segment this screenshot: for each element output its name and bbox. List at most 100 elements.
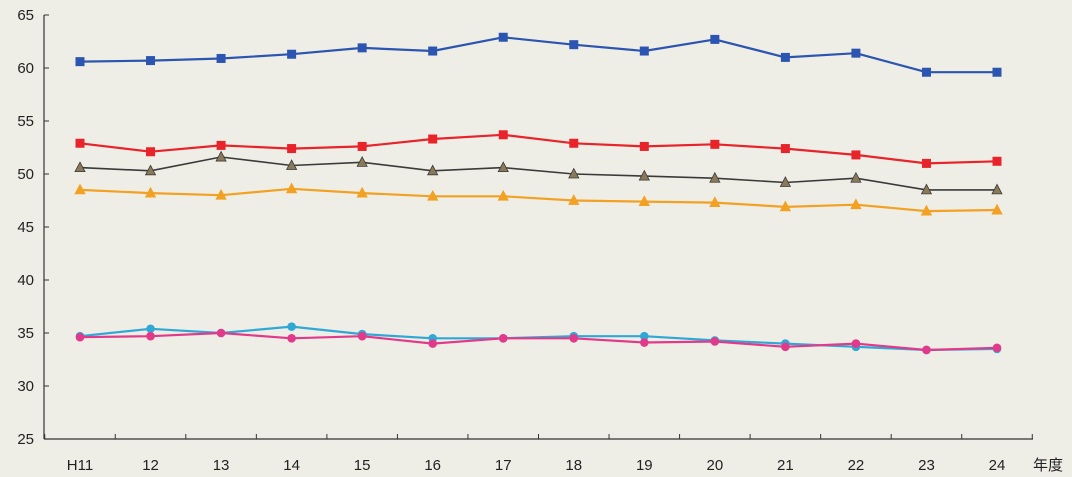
data-point-triangle xyxy=(991,203,1003,215)
data-point-circle xyxy=(569,334,579,343)
y-tick-label: 65 xyxy=(17,7,34,24)
data-point-square xyxy=(851,150,861,160)
data-point-triangle xyxy=(356,155,368,167)
data-point-square xyxy=(146,56,156,66)
data-point-square xyxy=(216,53,226,63)
data-point-square xyxy=(287,144,297,154)
data-point-triangle xyxy=(568,194,580,205)
x-tick-label: 23 xyxy=(918,457,935,474)
series-line-1 xyxy=(79,36,997,74)
data-point-square xyxy=(639,141,649,151)
data-point-circle xyxy=(146,331,155,341)
data-point-triangle xyxy=(709,196,721,208)
data-point-triangle xyxy=(215,150,227,162)
data-point-square xyxy=(851,48,861,58)
data-point-triangle xyxy=(144,164,157,176)
data-point-triangle xyxy=(850,198,862,210)
x-tick-label: 18 xyxy=(565,457,582,474)
x-tick-label: 14 xyxy=(283,457,300,474)
x-tick-label: 21 xyxy=(777,457,794,474)
data-point-circle xyxy=(287,334,296,343)
data-point-circle xyxy=(851,339,861,348)
y-tick-label: 60 xyxy=(17,60,34,77)
data-point-circle xyxy=(710,337,720,346)
data-point-circle xyxy=(357,331,367,341)
data-point-square xyxy=(75,138,85,148)
data-point-circle xyxy=(428,339,437,348)
data-point-square xyxy=(287,49,297,59)
data-point-triangle xyxy=(850,171,862,183)
data-point-triangle xyxy=(779,176,792,187)
data-point-square xyxy=(428,134,438,144)
x-tick-label: H11 xyxy=(67,457,93,474)
data-point-square xyxy=(639,46,649,56)
data-point-circle xyxy=(922,345,931,355)
y-tick-label: 55 xyxy=(17,113,34,130)
data-point-circle xyxy=(498,334,508,343)
data-point-square xyxy=(428,46,438,56)
data-point-square xyxy=(498,130,508,140)
data-point-square xyxy=(992,67,1002,77)
data-point-triangle xyxy=(920,183,933,195)
data-point-circle xyxy=(216,328,226,338)
data-point-square xyxy=(710,34,720,44)
data-point-square xyxy=(921,67,931,77)
x-tick-label: 13 xyxy=(213,457,230,474)
data-point-square xyxy=(75,57,85,67)
data-point-triangle xyxy=(638,195,650,206)
data-point-square xyxy=(992,156,1002,166)
data-point-triangle xyxy=(356,186,368,198)
series-line-3 xyxy=(79,156,997,191)
y-tick-label: 40 xyxy=(17,272,34,289)
data-point-square xyxy=(780,144,790,154)
data-point-triangle xyxy=(638,169,650,181)
y-tick-label: 50 xyxy=(17,166,34,183)
data-point-square xyxy=(710,139,720,149)
data-point-square xyxy=(780,52,790,62)
data-point-square xyxy=(569,40,579,50)
data-point-triangle xyxy=(920,204,933,216)
x-tick-label: 24 xyxy=(989,457,1006,474)
series-line-2 xyxy=(79,133,998,165)
data-point-circle xyxy=(640,338,649,347)
data-point-square xyxy=(569,138,579,148)
x-tick-label: 16 xyxy=(424,457,441,474)
x-tick-label: 19 xyxy=(636,457,653,474)
x-tick-label: 12 xyxy=(142,457,159,474)
data-point-circle xyxy=(287,322,296,331)
data-point-triangle xyxy=(991,183,1003,195)
y-tick-label: 25 xyxy=(17,431,34,448)
x-tick-label: 15 xyxy=(354,457,371,474)
data-point-square xyxy=(357,43,367,53)
series-line-4 xyxy=(79,187,998,213)
x-axis-unit-label: 年度 xyxy=(1033,457,1063,474)
data-point-triangle xyxy=(215,188,227,200)
y-tick-label: 30 xyxy=(17,378,34,395)
data-point-square xyxy=(498,32,508,42)
data-point-triangle xyxy=(427,164,439,176)
data-point-square xyxy=(921,158,931,168)
data-point-triangle xyxy=(285,159,298,170)
data-point-circle xyxy=(640,331,649,341)
data-point-triangle xyxy=(709,171,721,183)
data-point-triangle xyxy=(74,183,86,195)
data-point-triangle xyxy=(497,161,509,173)
y-tick-label: 35 xyxy=(17,325,34,342)
series-line-6 xyxy=(79,331,998,352)
x-tick-label: 22 xyxy=(848,457,865,474)
data-point-square xyxy=(216,140,226,150)
data-point-square xyxy=(357,141,367,151)
data-point-triangle xyxy=(568,167,580,179)
data-point-triangle xyxy=(144,186,157,198)
x-tick-label: 20 xyxy=(707,457,724,474)
data-point-triangle xyxy=(779,200,792,212)
x-tick-label: 17 xyxy=(495,457,512,474)
data-point-triangle xyxy=(497,189,509,201)
data-point-circle xyxy=(75,332,85,342)
data-point-square xyxy=(146,147,156,157)
data-point-circle xyxy=(992,343,1002,353)
data-point-triangle xyxy=(74,161,86,173)
y-tick-label: 45 xyxy=(17,219,34,236)
